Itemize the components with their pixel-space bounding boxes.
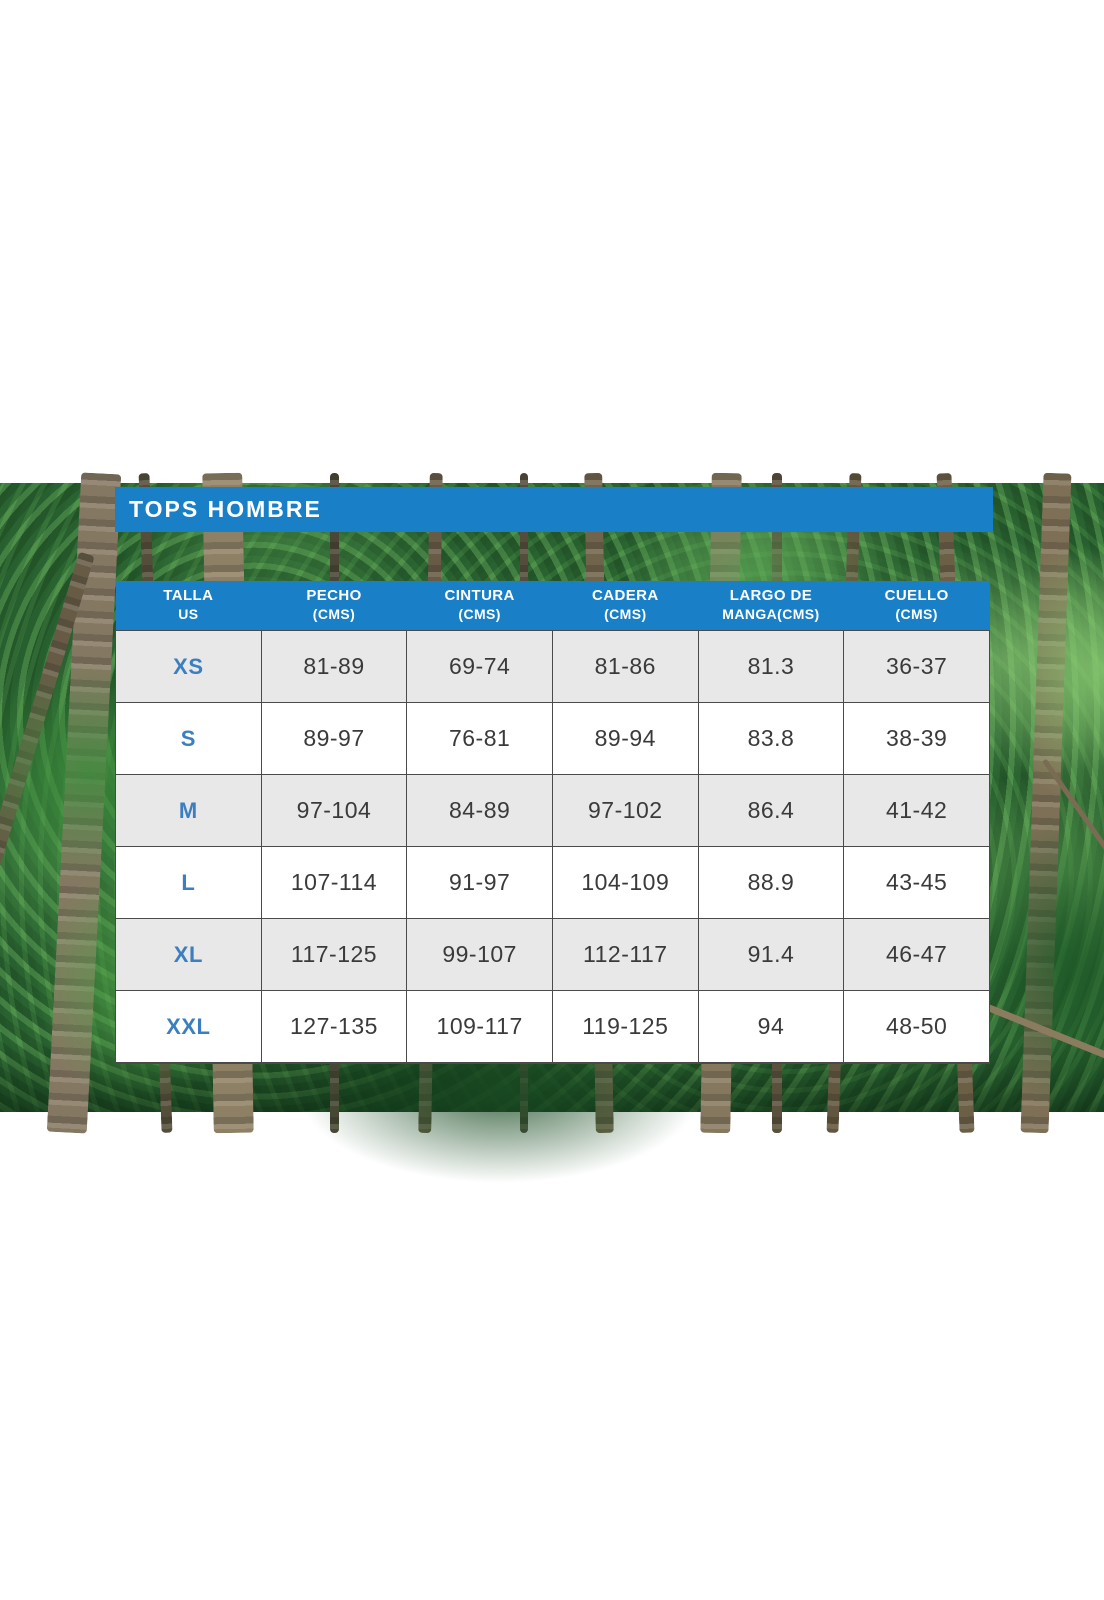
column-header-cintura: CINTURA (CMS) xyxy=(406,581,553,631)
column-sublabel: US xyxy=(178,606,199,623)
column-label: CADERA xyxy=(592,587,659,605)
table-row-xxl: XXL 127-135 109-117 119-125 94 48-50 xyxy=(115,990,990,1064)
column-label: LARGO DE xyxy=(729,587,813,605)
size-cell: S xyxy=(115,702,262,775)
column-sublabel: (CMS) xyxy=(458,606,501,623)
value-cell: 46-47 xyxy=(843,918,990,991)
value-cell: 86.4 xyxy=(697,774,845,847)
value-cell: 43-45 xyxy=(843,846,990,919)
table-row-s: S 89-97 76-81 89-94 83.8 38-39 xyxy=(115,702,990,775)
value-cell: 83.8 xyxy=(697,702,845,775)
value-cell: 107-114 xyxy=(260,846,408,919)
table-row-m: M 97-104 84-89 97-102 86.4 41-42 xyxy=(115,774,990,847)
header-row: TALLA US PECHO (CMS) CINTURA (CMS) CADER… xyxy=(115,581,990,631)
size-cell: XXL xyxy=(115,990,262,1064)
value-cell: 94 xyxy=(697,990,845,1064)
column-header-largo-de-manga: LARGO DE MANGA(CMS) xyxy=(698,581,844,631)
value-cell: 97-104 xyxy=(260,774,408,847)
size-cell: XL xyxy=(115,918,262,991)
value-cell: 41-42 xyxy=(843,774,990,847)
value-cell: 76-81 xyxy=(406,702,553,775)
value-cell: 89-97 xyxy=(260,702,408,775)
title-bar: TOPS HOMBRE xyxy=(115,487,993,532)
column-header-cuello: CUELLO (CMS) xyxy=(843,581,990,631)
value-cell: 89-94 xyxy=(551,702,699,775)
column-header-talla: TALLA US xyxy=(115,581,262,631)
foliage xyxy=(980,543,1104,803)
value-cell: 127-135 xyxy=(260,990,408,1064)
value-cell: 88.9 xyxy=(697,846,845,919)
value-cell: 38-39 xyxy=(843,702,990,775)
column-label: CINTURA xyxy=(444,587,515,605)
value-cell: 97-102 xyxy=(551,774,699,847)
value-cell: 48-50 xyxy=(843,990,990,1064)
value-cell: 81-86 xyxy=(551,630,699,703)
size-chart-table: TALLA US PECHO (CMS) CINTURA (CMS) CADER… xyxy=(115,581,990,1064)
value-cell: 104-109 xyxy=(551,846,699,919)
value-cell: 81-89 xyxy=(260,630,408,703)
table-row-xs: XS 81-89 69-74 81-86 81.3 36-37 xyxy=(115,630,990,703)
column-label: CUELLO xyxy=(884,587,949,605)
value-cell: 84-89 xyxy=(406,774,553,847)
column-sublabel: (CMS) xyxy=(604,606,647,623)
column-header-pecho: PECHO (CMS) xyxy=(261,581,407,631)
value-cell: 117-125 xyxy=(260,918,408,991)
value-cell: 36-37 xyxy=(843,630,990,703)
size-cell: L xyxy=(115,846,262,919)
column-label: TALLA xyxy=(163,587,214,605)
value-cell: 112-117 xyxy=(551,918,699,991)
value-cell: 109-117 xyxy=(406,990,553,1064)
value-cell: 119-125 xyxy=(551,990,699,1064)
column-header-cadera: CADERA (CMS) xyxy=(552,581,699,631)
column-label: PECHO xyxy=(306,587,362,605)
value-cell: 69-74 xyxy=(406,630,553,703)
size-cell: M xyxy=(115,774,262,847)
value-cell: 91-97 xyxy=(406,846,553,919)
column-sublabel: (CMS) xyxy=(312,606,356,623)
table-row-l: L 107-114 91-97 104-109 88.9 43-45 xyxy=(115,846,990,919)
size-cell: XS xyxy=(115,630,262,703)
column-sublabel: MANGA(CMS) xyxy=(722,606,820,623)
value-cell: 99-107 xyxy=(406,918,553,991)
value-cell: 91.4 xyxy=(697,918,845,991)
column-sublabel: (CMS) xyxy=(895,606,938,623)
value-cell: 81.3 xyxy=(697,630,845,703)
table-row-xl: XL 117-125 99-107 112-117 91.4 46-47 xyxy=(115,918,990,991)
page-title: TOPS HOMBRE xyxy=(129,496,322,522)
